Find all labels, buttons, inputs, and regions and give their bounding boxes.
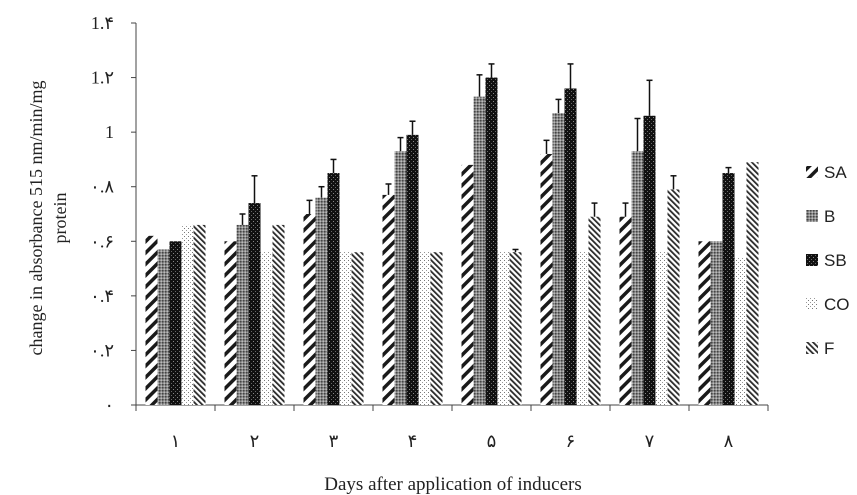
bar-sb-day-8 [722,173,735,405]
bar-co-day-4 [418,252,431,405]
bar-sa-day-8 [698,241,711,405]
bar-sa-day-6 [540,153,553,405]
bar-co-day-3 [339,252,352,405]
bar-co-day-2 [260,252,273,405]
bar-b-day-1 [157,249,170,405]
plot-area: ۰ ۰.۲ ۰.۴ ۰.۶ ۰.۸ 1 1.۲ 1.۴ ۱ ۲ ۳ ۴ ۵ ۶ ۷ ۸ [90,13,769,451]
bar-f-day-4 [430,252,443,405]
bar-b-day-8 [710,241,723,405]
y-tick-label: 1.۲ [91,68,114,88]
bar-sb-day-7 [643,115,656,406]
x-tick-label: ۸ [724,431,734,451]
y-tick-label: ۰.۲ [90,340,114,360]
bar-sa-day-5 [461,164,474,405]
legend-label-f: F [824,339,834,358]
y-axis-title-line-1: change in absorbance 515 nm/min/mg [26,81,46,356]
bar-b-day-2 [236,224,249,405]
bar-sb-day-4 [406,134,419,405]
legend-swatch-sa [806,166,818,178]
legend-swatch-co [806,298,818,310]
bar-sa-day-1 [145,235,158,405]
y-tick-label: 1.۴ [91,13,114,33]
y-axis-title-line-2: protein [50,193,70,244]
legend-swatch-f [806,342,818,354]
bar-sb-day-6 [564,88,577,405]
bar-sa-day-7 [619,216,632,405]
x-tick-label: ۲ [250,431,260,451]
bar-sa-day-2 [224,241,237,405]
bar-b-day-7 [631,151,644,405]
bar-f-day-6 [588,216,601,405]
legend-swatch-sb [806,254,818,266]
bar-sa-day-4 [382,194,395,405]
y-tick-label: ۰ [104,395,114,415]
x-tick-label: ۳ [329,431,339,451]
legend-label-co: CO [824,295,850,314]
legend-label-sa: SA [824,163,847,182]
x-tick-label: ۴ [408,431,418,451]
x-tick-label: ۷ [645,431,655,451]
bar-b-day-3 [315,197,328,405]
x-axis-title: Days after application of inducers [324,474,581,495]
bar-f-day-3 [351,252,364,405]
y-tick-label: ۰.۴ [90,286,114,306]
bar-f-day-5 [509,252,522,405]
bar-sb-day-3 [327,173,340,405]
y-axis-title: change in absorbance 515 nm/min/mg prote… [26,81,70,356]
bar-f-day-8 [746,162,759,405]
legend-label-b: B [824,207,835,226]
y-tick-label: ۰.۶ [90,231,114,251]
legend: SA B SB CO F [806,163,850,358]
y-tick-label: ۰.۸ [90,177,114,197]
bar-co-day-6 [576,252,589,405]
x-tick-label: ۱ [171,431,181,451]
bar-co-day-8 [734,257,747,405]
bar-sa-day-3 [303,214,316,405]
bar-b-day-6 [552,113,565,406]
bar-co-day-1 [181,224,194,405]
x-tick-label: ۵ [487,431,497,451]
legend-label-sb: SB [824,251,847,270]
bar-sb-day-5 [485,77,498,406]
bar-sb-day-2 [248,203,261,405]
bar-f-day-2 [272,224,285,405]
y-tick-label: 1 [105,122,114,142]
bar-f-day-1 [193,224,206,405]
bar-b-day-5 [473,96,486,406]
bar-f-day-7 [667,189,680,405]
legend-swatch-b [806,210,818,222]
bar-sb-day-1 [169,241,182,405]
x-tick-label: ۶ [566,431,576,451]
bar-co-day-5 [497,252,510,405]
bar-b-day-4 [394,151,407,405]
bar-co-day-7 [655,252,668,405]
